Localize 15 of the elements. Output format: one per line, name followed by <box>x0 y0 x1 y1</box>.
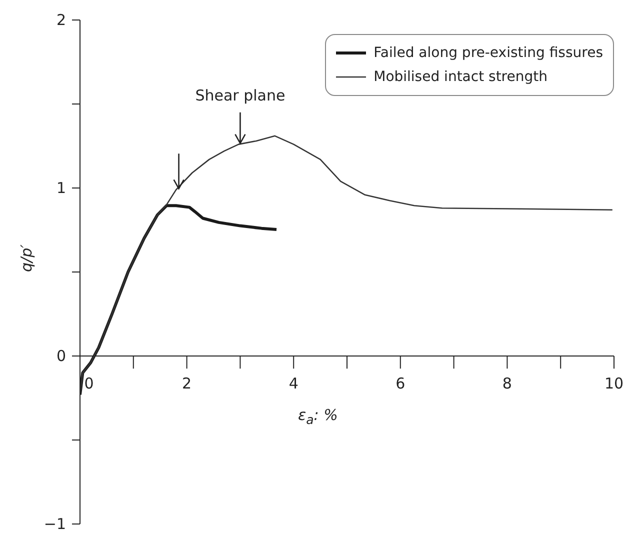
x-tick-label: 4 <box>288 374 298 393</box>
x-tick-label: 2 <box>182 374 192 393</box>
annotation: Shear plane <box>195 86 286 104</box>
y-tick-label: 2 <box>56 11 66 29</box>
legend-label: Mobilised intact strength <box>374 68 548 87</box>
x-tick-label: 0 <box>84 374 94 393</box>
x-axis-title: ε$_{a}$: % <box>298 406 338 427</box>
x-tick-label: 10 <box>604 374 624 393</box>
x-tick-label: 8 <box>502 374 512 393</box>
y-tick-label: 1 <box>56 179 66 197</box>
legend-label: Failed along pre-existing fissures <box>374 44 603 63</box>
y-axis-title: q/p′ <box>17 244 36 272</box>
x-tick-label: 6 <box>396 374 406 393</box>
y-tick-label: 0 <box>56 347 66 365</box>
y-tick-label: −1 <box>44 515 66 533</box>
